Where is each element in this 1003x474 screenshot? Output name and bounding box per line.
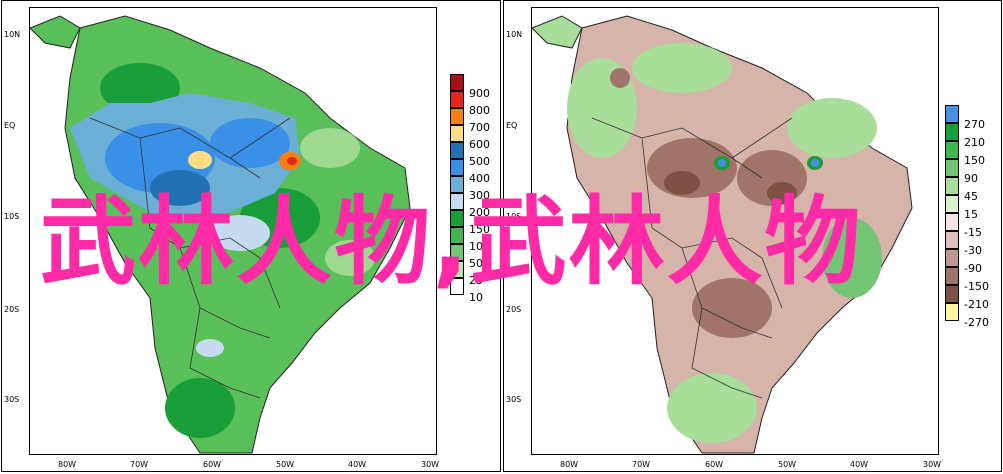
precipitation-map-panel: 10N EQ 10S 20S 30S 80W 70W 60W 50W 40W 3…: [1, 0, 501, 472]
legend-swatch: [945, 285, 959, 303]
longitude-label-40w: 40W: [850, 460, 869, 469]
legend-label: 90: [964, 172, 978, 185]
legend-label: 25: [469, 274, 483, 287]
legend-swatch: [945, 231, 959, 249]
legend-label: 210: [964, 136, 985, 149]
legend-label: -15: [964, 226, 982, 239]
south-america-map: [532, 15, 913, 454]
latitude-label-30s: 30S: [506, 395, 522, 404]
legend-label: 300: [469, 189, 490, 202]
legend-swatch: [450, 159, 464, 176]
legend-label: -90: [964, 262, 982, 275]
legend-label: 50: [469, 257, 483, 270]
legend-swatch: [945, 141, 959, 159]
legend-swatch: [945, 123, 959, 141]
legend-swatch: [945, 249, 959, 267]
legend-swatch: [450, 91, 464, 108]
longitude-label-50w: 50W: [276, 460, 295, 469]
longitude-label-40w: 40W: [348, 460, 367, 469]
legend-label: 600: [469, 138, 490, 151]
legend-swatch: [450, 227, 464, 244]
legend-label: 800: [469, 104, 490, 117]
legend-label: 100: [469, 240, 490, 253]
legend-label: -210: [964, 298, 989, 311]
longitude-label-60w: 60W: [705, 460, 724, 469]
legend-swatch: [945, 159, 959, 177]
legend-swatch: [450, 176, 464, 193]
legend-label: -30: [964, 244, 982, 257]
legend-swatch: [450, 74, 464, 91]
legend-label: 270: [964, 118, 985, 131]
legend-swatch: [945, 177, 959, 195]
legend-swatch: [945, 105, 959, 123]
legend-swatch: [945, 303, 959, 321]
latitude-label-eq: EQ: [506, 121, 518, 130]
legend-label: 700: [469, 121, 490, 134]
legend-swatch: [450, 108, 464, 125]
latitude-label-10s: 10S: [4, 212, 20, 221]
latitude-label-10s: 10S: [506, 212, 522, 221]
legend-label: -150: [964, 280, 989, 293]
anomaly-map-panel: 10N EQ 10S 20S 30S 80W 70W 60W 50W 40W 3…: [503, 0, 1002, 472]
legend-swatch: [450, 278, 464, 295]
latitude-label-eq: EQ: [4, 121, 16, 130]
longitude-label-30w: 30W: [923, 460, 942, 469]
legend-label: 900: [469, 87, 490, 100]
legend-label: 500: [469, 155, 490, 168]
longitude-label-80w: 80W: [560, 460, 579, 469]
legend-swatch: [945, 213, 959, 231]
longitude-label-70w: 70W: [632, 460, 651, 469]
legend-swatch: [450, 244, 464, 261]
legend-label: 10: [469, 291, 483, 304]
legend-swatch: [945, 267, 959, 285]
legend-swatch: [450, 142, 464, 159]
anomaly-map: [531, 7, 939, 455]
longitude-label-70w: 70W: [130, 460, 149, 469]
legend-swatch: [945, 195, 959, 213]
legend-label: 45: [964, 190, 978, 203]
longitude-label-30w: 30W: [421, 460, 440, 469]
legend-label: -270: [964, 316, 989, 329]
longitude-label-50w: 50W: [778, 460, 797, 469]
latitude-label-20s: 20S: [4, 305, 20, 314]
legend-label: 400: [469, 172, 490, 185]
legend-label: 150: [469, 223, 490, 236]
watermark-text: 武林人物,武林人物: [40, 186, 863, 298]
latitude-label-20s: 20S: [506, 305, 522, 314]
latitude-label-10n: 10N: [4, 30, 21, 39]
legend-swatch: [450, 125, 464, 142]
longitude-label-80w: 80W: [58, 460, 77, 469]
precipitation-map: [29, 7, 437, 455]
latitude-label-30s: 30S: [4, 395, 20, 404]
legend-label: 15: [964, 208, 978, 221]
south-america-map: [30, 15, 411, 454]
legend-swatch: [450, 261, 464, 278]
legend-label: 200: [469, 206, 490, 219]
latitude-label-10n: 10N: [506, 30, 523, 39]
legend-label: 150: [964, 154, 985, 167]
longitude-label-60w: 60W: [203, 460, 222, 469]
legend-swatch: [450, 210, 464, 227]
legend-swatch: [450, 193, 464, 210]
